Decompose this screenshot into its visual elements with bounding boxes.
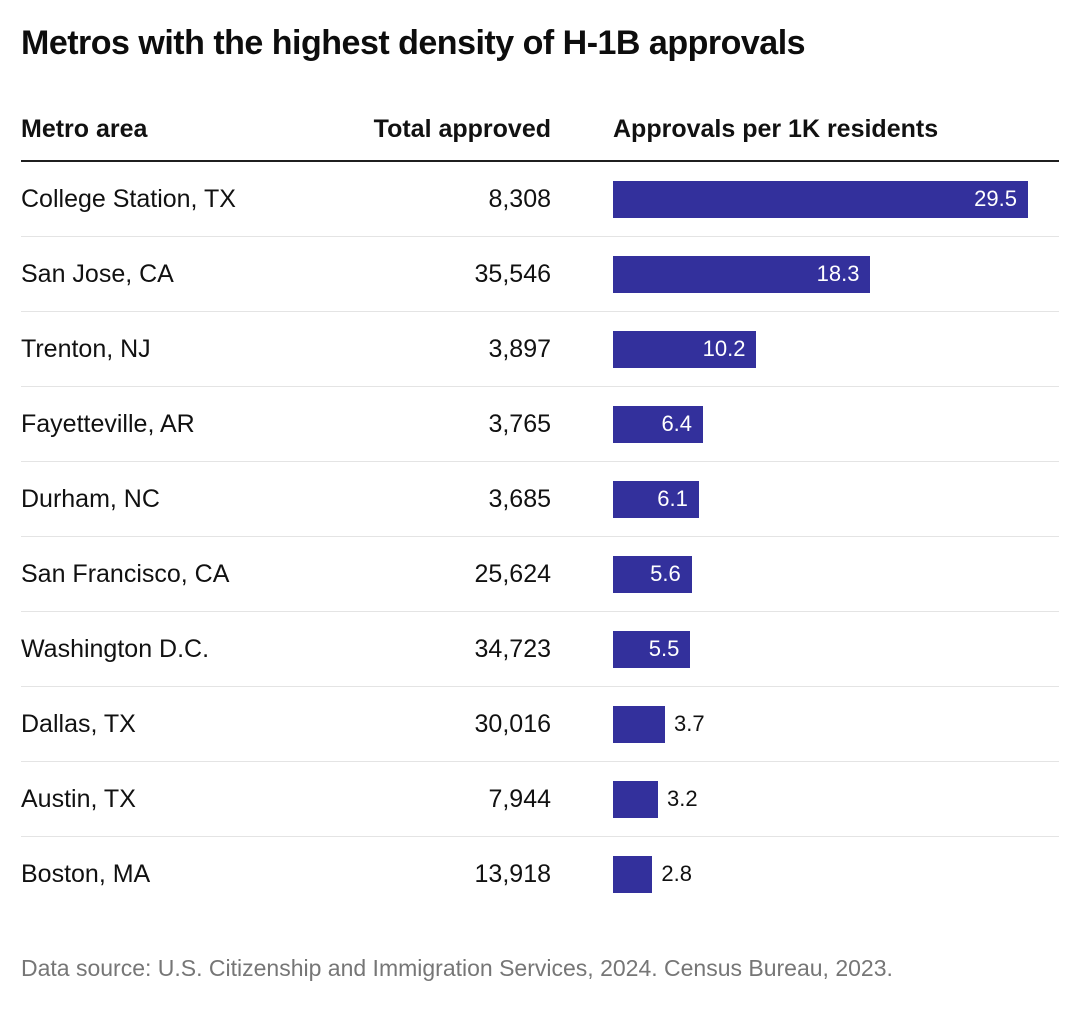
header-metro-area: Metro area	[21, 115, 148, 143]
metro-name: College Station, TX	[21, 184, 236, 213]
metro-name: Austin, TX	[21, 784, 136, 813]
total-approved-value: 3,685	[488, 484, 551, 513]
table-body: College Station, TX 8,308 29.5 29.5 San …	[21, 162, 1059, 911]
approval-rate-bar: 29.5	[613, 180, 1028, 218]
metro-name: San Jose, CA	[21, 259, 174, 288]
bar-cell: 5.5 5.5	[551, 630, 1059, 668]
chart-title: Metros with the highest density of H-1B …	[21, 24, 806, 62]
bar-value-label-inside: 5.5	[648, 636, 680, 661]
approval-rate-bar: 2.8	[613, 855, 653, 893]
bar-cell: 29.5 29.5	[551, 180, 1059, 218]
bar-cell: 6.4 6.4	[551, 405, 1059, 443]
metro-name: Fayetteville, AR	[21, 409, 195, 438]
bar-value-label-inside: 10.2	[702, 336, 746, 361]
table-row: College Station, TX 8,308 29.5 29.5	[21, 162, 1059, 237]
approval-rate-bar: 6.4	[613, 405, 704, 443]
bar-cell: 18.3 18.3	[551, 255, 1059, 293]
total-approved-value: 7,944	[488, 784, 551, 813]
bar-cell: 3.2 3.2	[551, 780, 1059, 818]
bar-value-label-outside: 2.8	[661, 861, 692, 886]
table-row: Dallas, TX 30,016 3.7 3.7	[21, 687, 1059, 762]
bar-value-label-inside: 5.6	[650, 561, 681, 586]
data-source-note: Data source: U.S. Citizenship and Immigr…	[21, 955, 893, 981]
total-approved-value: 3,897	[488, 334, 551, 363]
table-row: San Francisco, CA 25,624 5.6 5.6	[21, 537, 1059, 612]
approval-rate-bar: 5.6	[613, 555, 692, 593]
metro-name: Trenton, NJ	[21, 334, 151, 363]
bar-value-label-inside: 18.3	[816, 261, 860, 286]
table-row: Trenton, NJ 3,897 10.2 10.2	[21, 312, 1059, 387]
table-row: Austin, TX 7,944 3.2 3.2	[21, 762, 1059, 837]
approval-rate-bar: 3.2	[613, 780, 659, 818]
total-approved-value: 35,546	[474, 259, 551, 288]
metro-name: Durham, NC	[21, 484, 160, 513]
header-approvals-per-1k: Approvals per 1K residents	[613, 115, 939, 143]
table-row: Boston, MA 13,918 2.8 2.8	[21, 837, 1059, 911]
approval-rate-bar: 6.1	[613, 480, 699, 518]
total-approved-value: 13,918	[474, 859, 551, 888]
approval-rate-bar: 10.2	[613, 330, 757, 368]
bar-value-label-outside: 3.7	[674, 711, 705, 736]
bar-value-label-outside: 3.2	[667, 786, 698, 811]
metro-name: Washington D.C.	[21, 634, 210, 663]
approval-rate-bar: 5.5	[613, 630, 691, 668]
bar-cell: 10.2 10.2	[551, 330, 1059, 368]
total-approved-value: 30,016	[474, 709, 551, 738]
total-approved-value: 3,765	[488, 409, 551, 438]
table-header-row: Metro area Total approved Approvals per …	[21, 115, 1059, 162]
bar-cell: 3.7 3.7	[551, 705, 1059, 743]
bar-value-label-inside: 6.4	[661, 411, 693, 436]
total-approved-value: 34,723	[474, 634, 551, 663]
table-row: Durham, NC 3,685 6.1 6.1	[21, 462, 1059, 537]
header-total-approved: Total approved	[373, 115, 551, 143]
table-row: San Jose, CA 35,546 18.3 18.3	[21, 237, 1059, 312]
approval-rate-bar: 3.7	[613, 705, 666, 743]
table-row: Washington D.C. 34,723 5.5 5.5	[21, 612, 1059, 687]
metro-name: Dallas, TX	[21, 709, 136, 738]
bar-cell: 2.8 2.8	[551, 855, 1059, 893]
total-approved-value: 8,308	[488, 184, 551, 213]
metro-name: Boston, MA	[21, 859, 151, 888]
bar-value-label-inside: 6.1	[657, 486, 688, 511]
table-row: Fayetteville, AR 3,765 6.4 6.4	[21, 387, 1059, 462]
total-approved-value: 25,624	[474, 559, 551, 588]
approval-rate-bar: 18.3	[613, 255, 871, 293]
bar-value-label-inside: 29.5	[974, 186, 1017, 211]
bar-cell: 6.1 6.1	[551, 480, 1059, 518]
metro-name: San Francisco, CA	[21, 559, 230, 588]
bar-cell: 5.6 5.6	[551, 555, 1059, 593]
